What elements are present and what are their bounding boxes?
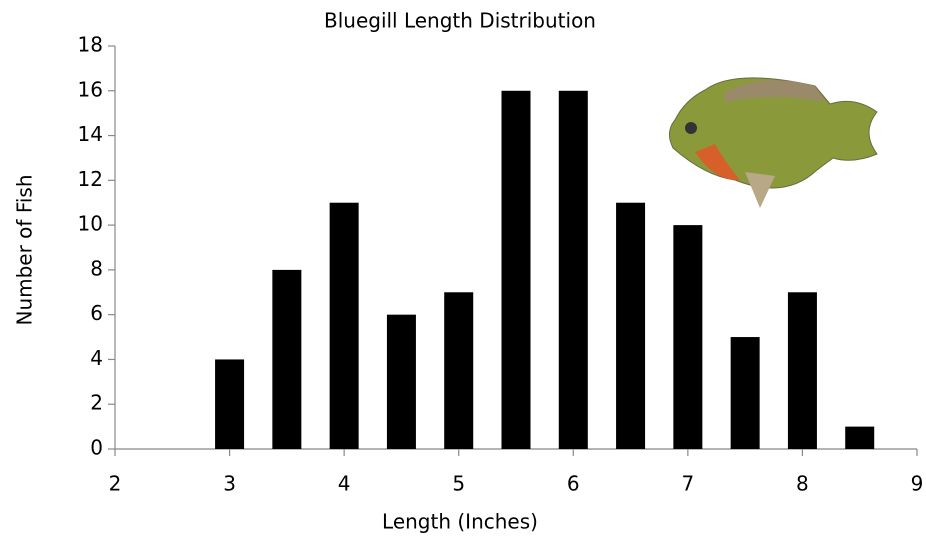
- bar: [673, 225, 702, 449]
- bar: [788, 292, 817, 449]
- y-tick-label: 14: [78, 122, 103, 146]
- y-axis-label: Number of Fish: [13, 174, 37, 325]
- y-tick-label: 0: [90, 436, 103, 460]
- x-tick-label: 3: [223, 472, 236, 496]
- bar: [387, 315, 416, 449]
- bar: [502, 91, 531, 449]
- y-tick-label: 8: [90, 256, 103, 280]
- bar: [330, 203, 359, 449]
- y-tick-label: 12: [78, 167, 103, 191]
- bar: [444, 292, 473, 449]
- x-tick-label: 8: [796, 472, 809, 496]
- x-tick-label: 4: [338, 472, 351, 496]
- bar: [616, 203, 645, 449]
- y-tick-label: 18: [78, 33, 103, 57]
- y-tick-label: 2: [90, 391, 103, 415]
- x-tick-label: 6: [567, 472, 580, 496]
- bar: [215, 359, 244, 449]
- x-axis-label: Length (Inches): [382, 510, 538, 534]
- bar: [731, 337, 760, 449]
- x-tick-label: 7: [681, 472, 694, 496]
- y-tick-label: 16: [78, 77, 103, 101]
- bar: [845, 427, 874, 449]
- fish-illustration: [669, 78, 877, 208]
- chart-title: Bluegill Length Distribution: [324, 9, 596, 33]
- y-tick-label: 4: [90, 346, 103, 370]
- x-tick-label: 2: [109, 472, 122, 496]
- bar: [559, 91, 588, 449]
- chart: Bluegill Length Distribution Length (Inc…: [0, 0, 926, 544]
- x-tick-label: 9: [911, 472, 924, 496]
- bar: [272, 270, 301, 449]
- y-tick-label: 6: [90, 301, 103, 325]
- y-tick-label: 10: [78, 212, 103, 236]
- x-tick-label: 5: [452, 472, 465, 496]
